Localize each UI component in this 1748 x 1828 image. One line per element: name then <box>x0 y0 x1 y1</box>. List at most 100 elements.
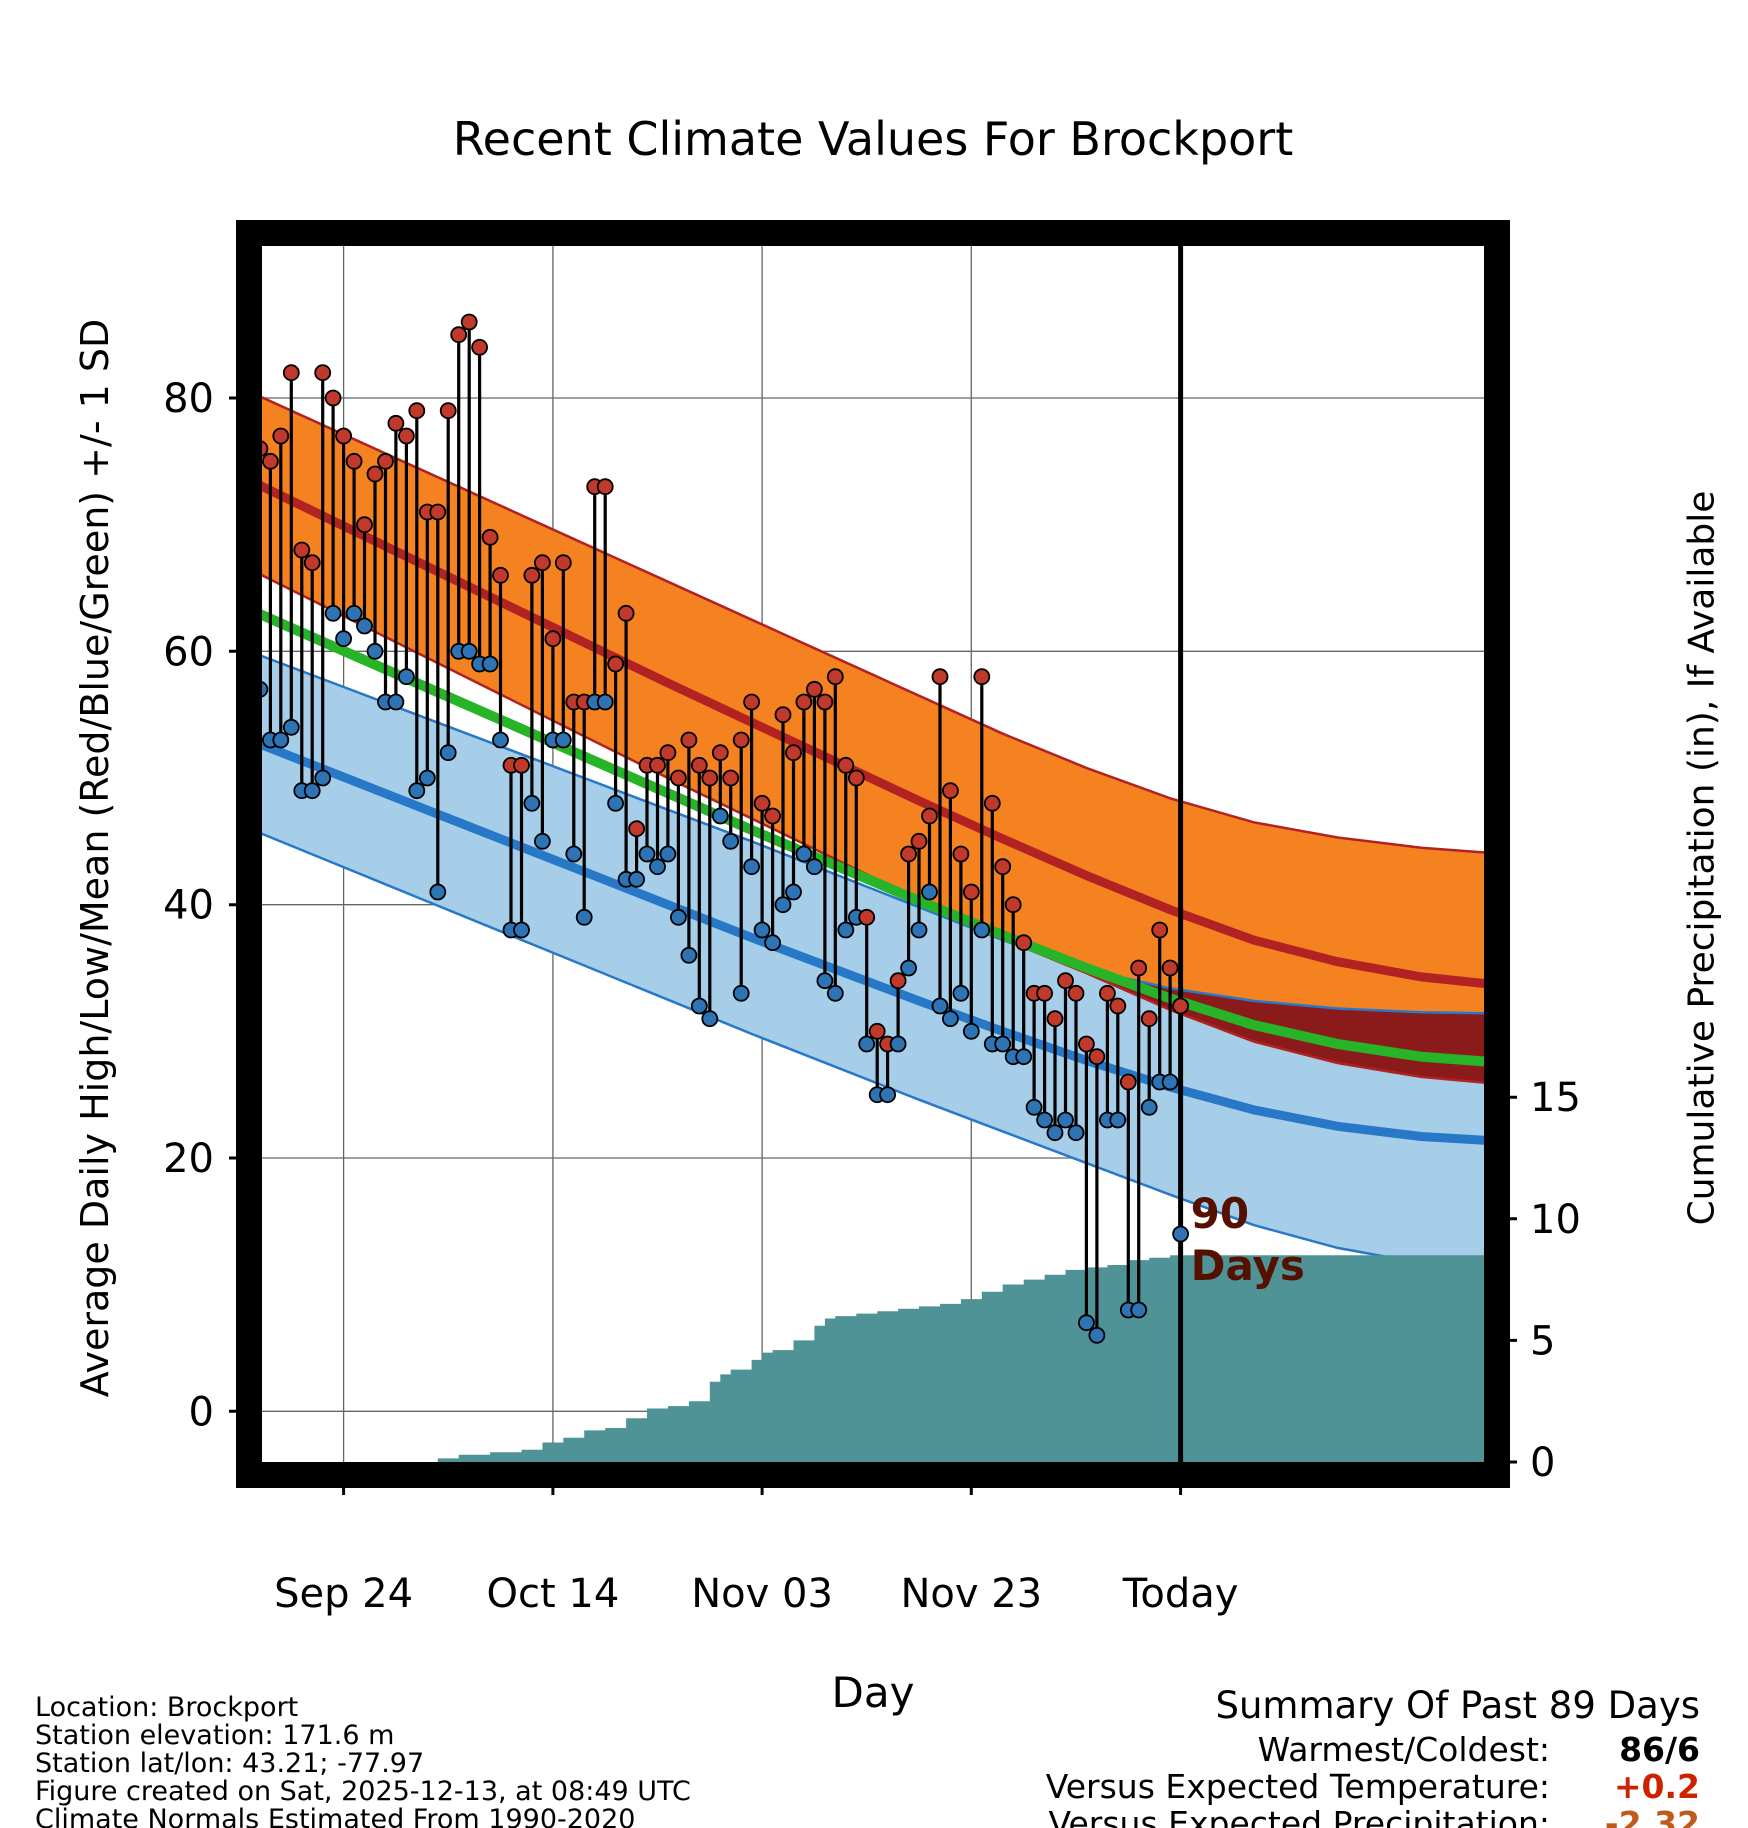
figure-created: Figure created on Sat, 2025-12-13, at 08… <box>35 1776 691 1807</box>
daily-low-point <box>387 693 405 711</box>
daily-high-point <box>806 680 823 698</box>
daily-high-point <box>628 820 645 838</box>
daily-high-point <box>732 731 750 749</box>
temp-tick-label: 40 <box>163 883 214 929</box>
daily-low-point <box>1161 1073 1179 1091</box>
date-tick-label: Nov 03 <box>691 1571 833 1617</box>
daily-low-point <box>345 604 363 622</box>
normals-note: Climate Normals Estimated From 1990-2020 <box>35 1804 636 1828</box>
daily-high-point <box>261 452 279 470</box>
daily-low-point <box>879 1086 896 1104</box>
daily-low-point <box>1046 1124 1064 1142</box>
daily-high-point <box>492 566 509 584</box>
daily-high-point <box>826 668 844 686</box>
station-latlon: Station lat/lon: 43.21; -77.97 <box>35 1748 425 1779</box>
daily-low-point <box>1057 1111 1074 1129</box>
summary-row-vs-precipitation: Versus Expected Precipitation: -2.32 <box>1046 1805 1700 1828</box>
daily-low-point <box>513 921 530 939</box>
daily-high-point <box>345 452 363 470</box>
daily-low-point <box>816 972 834 990</box>
daily-high-point <box>889 972 907 990</box>
summary-value: 86/6 <box>1619 1730 1700 1769</box>
daily-high-point <box>910 832 928 850</box>
precip-area <box>259 1255 1484 1462</box>
daily-high-point <box>690 756 708 774</box>
daily-low-point <box>628 870 645 888</box>
daily-high-point <box>764 807 781 825</box>
daily-high-point <box>471 338 489 356</box>
daily-low-point <box>711 807 729 825</box>
daily-high-point <box>324 389 342 407</box>
daily-low-point <box>826 984 844 1002</box>
daily-high-point <box>1140 1010 1158 1028</box>
ninety-days-label: Days <box>1191 1241 1305 1290</box>
summary-block: Summary Of Past 89 Days Warmest/Coldest:… <box>1046 1684 1700 1828</box>
daily-high-point <box>868 1022 886 1040</box>
daily-high-point <box>973 668 991 686</box>
daily-high-point <box>753 794 771 812</box>
daily-low-point <box>523 794 541 812</box>
daily-high-point <box>921 807 938 825</box>
daily-high-point <box>356 516 373 534</box>
daily-low-point <box>638 845 656 863</box>
daily-low-point <box>722 832 740 850</box>
temp-tick-label: 60 <box>163 629 214 675</box>
daily-low-point <box>534 832 551 850</box>
daily-high-point <box>450 326 468 344</box>
daily-low-point <box>690 997 708 1015</box>
date-tick-label: Oct 14 <box>487 1571 620 1617</box>
x-axis-label: Day <box>831 1668 915 1717</box>
daily-low-point <box>670 908 687 926</box>
daily-low-point <box>952 984 970 1002</box>
daily-low-point <box>764 934 781 952</box>
daily-low-point <box>795 845 813 863</box>
daily-low-point <box>858 1035 876 1053</box>
daily-high-point <box>607 655 624 673</box>
summary-label: Warmest/Coldest: <box>1257 1730 1550 1769</box>
daily-high-point <box>942 782 959 800</box>
daily-high-point <box>439 402 457 420</box>
daily-low-point <box>1015 1048 1033 1066</box>
daily-high-point <box>387 414 405 432</box>
chart-title: Recent Climate Values For Brockport <box>452 112 1294 166</box>
temp-tick-label: 20 <box>163 1136 214 1182</box>
precip-tick-label: 5 <box>1530 1318 1555 1364</box>
daily-high-point <box>397 427 415 445</box>
daily-low-point <box>429 883 447 901</box>
precip-tick-label: 10 <box>1530 1197 1581 1243</box>
daily-low-point <box>701 1010 719 1028</box>
daily-high-point <box>1088 1048 1106 1066</box>
daily-high-point <box>795 693 813 711</box>
summary-title: Summary Of Past 89 Days <box>1215 1684 1700 1727</box>
daily-high-point <box>1015 934 1033 952</box>
summary-value: -2.32 <box>1604 1804 1700 1828</box>
daily-high-point <box>1004 896 1022 914</box>
station-info: Location: Brockport Station elevation: 1… <box>35 1694 691 1828</box>
daily-high-point <box>670 769 687 787</box>
daily-low-point <box>481 655 499 673</box>
daily-low-point <box>732 984 750 1002</box>
daily-low-point <box>303 782 321 800</box>
daily-high-point <box>858 908 876 926</box>
daily-low-point <box>366 642 384 660</box>
daily-high-point <box>513 756 530 774</box>
date-tick-label: Sep 24 <box>274 1571 413 1617</box>
daily-high-point <box>680 731 698 749</box>
daily-low-point <box>1088 1326 1106 1344</box>
daily-high-point <box>659 744 677 762</box>
precip-tick-label: 15 <box>1530 1075 1581 1121</box>
daily-high-point <box>1036 984 1053 1002</box>
daily-low-point <box>942 1010 959 1028</box>
mean-low-line <box>247 735 1506 1146</box>
daily-low-point <box>439 744 457 762</box>
daily-low-point <box>900 959 917 977</box>
daily-low-point <box>324 604 342 622</box>
daily-high-point <box>1067 984 1085 1002</box>
daily-high-point <box>554 554 572 572</box>
summary-label: Versus Expected Temperature: <box>1045 1767 1550 1806</box>
date-tick-label: Today <box>1122 1571 1239 1617</box>
daily-low-point <box>1109 1111 1127 1129</box>
